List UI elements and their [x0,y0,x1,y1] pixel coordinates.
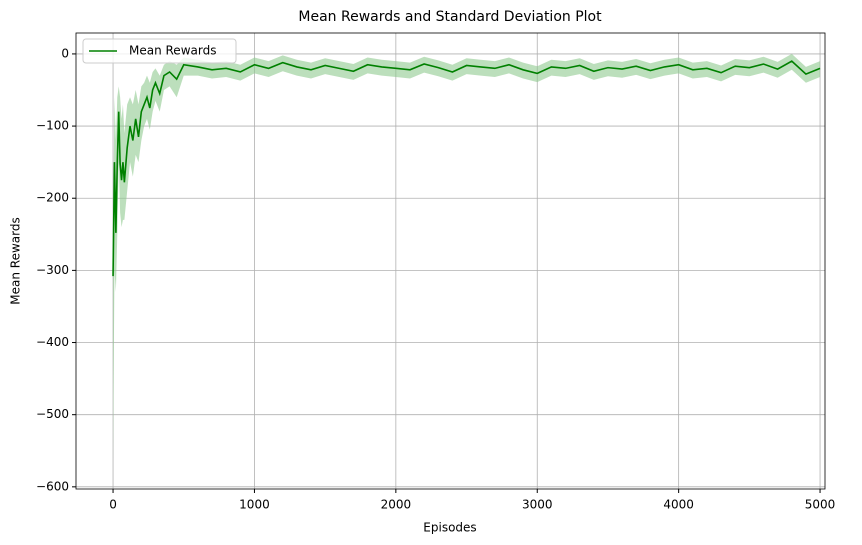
y-tick-label: −400 [36,335,69,349]
y-tick-label: −300 [36,263,69,277]
y-tick-label: 0 [61,46,69,60]
x-axis-label: Episodes [423,521,476,535]
y-tick-label: −100 [36,119,69,133]
x-tick-label: 3000 [522,498,553,512]
std-band [113,53,821,458]
x-tick-label: 1000 [239,498,270,512]
x-tick-label: 0 [109,498,117,512]
y-tick-label: −500 [36,407,69,421]
legend-label: Mean Rewards [129,44,216,58]
x-tick-label: 4000 [663,498,694,512]
axes-frame [75,32,826,490]
legend-box [82,38,237,64]
x-tick-label: 5000 [805,498,836,512]
y-tick-label: −200 [36,191,69,205]
chart-title: Mean Rewards and Standard Deviation Plot [298,9,602,25]
line [112,60,821,277]
x-tick-label: 2000 [381,498,412,512]
y-tick-label: −600 [36,479,69,493]
y-axis-label: Mean Rewards [9,217,23,304]
